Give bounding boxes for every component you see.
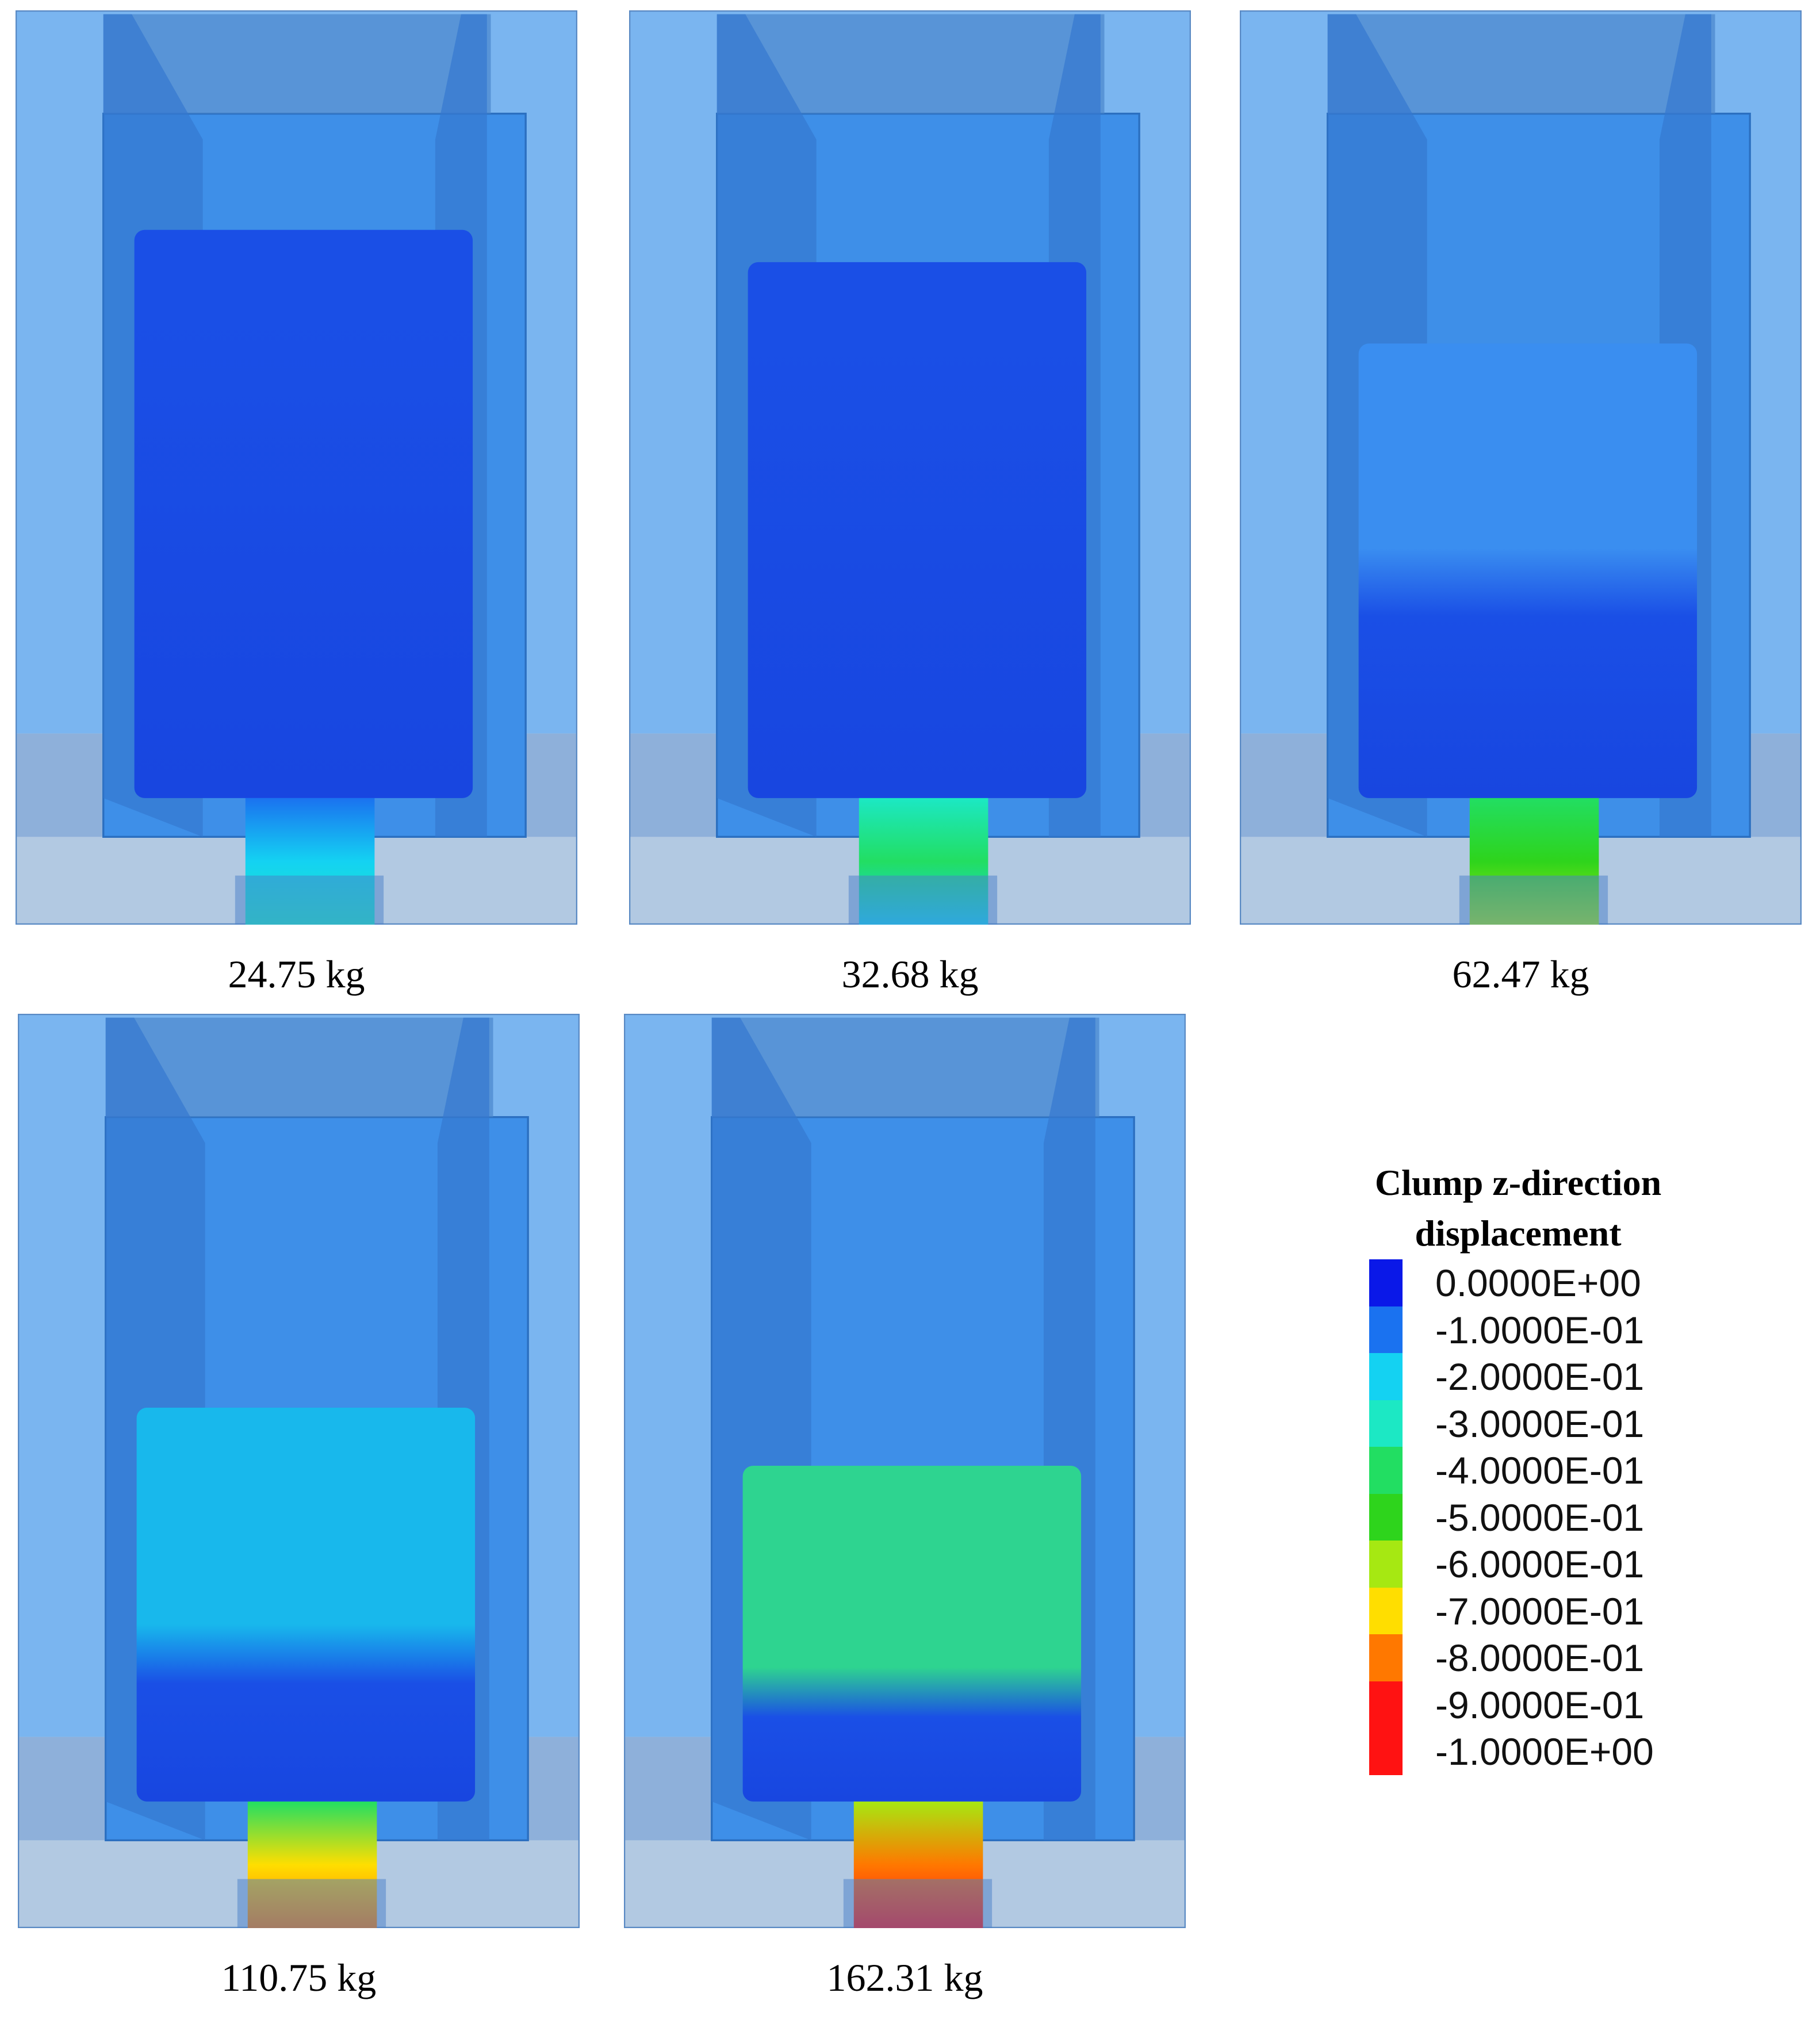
panel-caption: 24.75 kg [228, 952, 365, 996]
simulation-panel [1240, 10, 1802, 925]
legend-label: -6.0000E-01 [1435, 1543, 1645, 1585]
outlet [843, 1879, 993, 1928]
particle-pile [742, 1466, 1082, 1802]
outlet [235, 875, 384, 925]
particle-pile [136, 1407, 476, 1802]
legend-swatch [1369, 1587, 1403, 1634]
legend-label: -1.0000E-01 [1435, 1308, 1645, 1351]
simulation-panel [629, 10, 1191, 925]
particle-pile [1358, 343, 1698, 798]
legend-label: -3.0000E-01 [1435, 1402, 1645, 1445]
outlet [848, 875, 998, 925]
legend-label: -4.0000E-01 [1435, 1449, 1645, 1492]
simulation-panel [16, 10, 577, 925]
particle-pile [748, 262, 1087, 798]
legend-swatch [1369, 1400, 1403, 1447]
simulation-panel [624, 1014, 1186, 1928]
legend-label: -1.0000E+00 [1435, 1730, 1654, 1773]
legend-title: displacement [1415, 1213, 1622, 1254]
legend-label: -9.0000E-01 [1435, 1683, 1645, 1726]
simulation-panel [18, 1014, 580, 1928]
outlet [237, 1879, 386, 1928]
legend-title: Clump z-direction [1374, 1162, 1662, 1203]
legend-label: -5.0000E-01 [1435, 1496, 1645, 1539]
legend-label: 0.0000E+00 [1435, 1262, 1641, 1304]
legend-label: -8.0000E-01 [1435, 1637, 1645, 1679]
legend-swatch [1369, 1306, 1403, 1353]
panel-caption: 32.68 kg [841, 952, 979, 996]
panel-caption: 62.47 kg [1452, 952, 1589, 996]
legend-swatch [1369, 1353, 1403, 1400]
legend-label: -2.0000E-01 [1435, 1355, 1645, 1398]
legend-swatch [1369, 1634, 1403, 1681]
panel-caption: 110.75 kg [221, 1956, 377, 1999]
legend-swatch [1369, 1681, 1403, 1728]
legend-label: -7.0000E-01 [1435, 1589, 1645, 1633]
particle-pile [134, 229, 473, 798]
legend-swatch [1369, 1447, 1403, 1494]
legend-swatch [1369, 1259, 1403, 1306]
legend-swatch [1369, 1493, 1403, 1541]
panel-caption: 162.31 kg [826, 1956, 983, 1999]
outlet [1459, 875, 1608, 925]
legend-swatch [1369, 1541, 1403, 1588]
legend-swatch [1369, 1728, 1403, 1775]
